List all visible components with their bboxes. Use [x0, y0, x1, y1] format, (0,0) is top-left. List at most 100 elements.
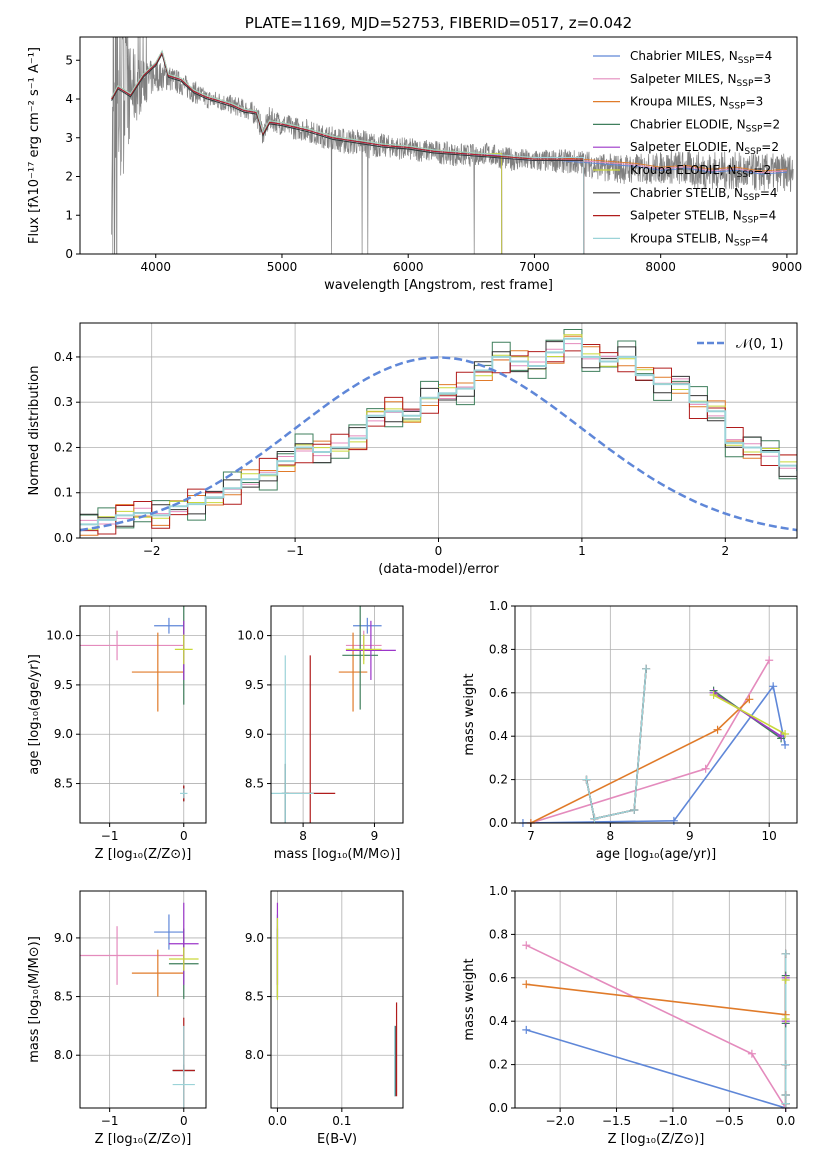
legend-sub: SSP	[744, 147, 761, 157]
legend-sub: SSP	[737, 170, 754, 180]
histogram-kroupa_elodie	[80, 334, 797, 530]
legend-suffix: =2	[753, 163, 771, 177]
x-tick-label: −1	[101, 1114, 119, 1128]
axes-frame	[270, 890, 404, 1109]
x-tick-label: 0	[180, 1114, 188, 1128]
weight-marker-kroupa_stelib	[781, 949, 790, 958]
y-tick-label: 1	[65, 208, 73, 222]
panel-age_vs_mass: 8 9 8.5 9.0 9.5 10.0 mass [log₁₀(M/M⊙)]	[237, 605, 404, 862]
y-tick-label: 0.0	[489, 1101, 508, 1115]
legend-sub: SSP	[737, 79, 754, 89]
y-tick-label: 4	[65, 92, 73, 106]
legend-suffix: =4	[759, 209, 777, 223]
y-tick-label: 10.0	[46, 629, 73, 643]
weight-marker-kroupa_stelib	[582, 775, 591, 784]
axes-frame	[79, 890, 207, 1109]
y-tick-label: 8.0	[245, 1048, 264, 1062]
y-tick-label: 0.0	[54, 531, 73, 545]
y-tick-label: 9.0	[245, 931, 264, 945]
plot-area	[80, 329, 797, 536]
x-tick-label: 2	[721, 544, 729, 558]
model-line-kroupa_stelib	[111, 49, 585, 254]
legend-text: Chabrier ELODIE, N	[630, 117, 746, 131]
plot-area	[111, 37, 794, 254]
y-tick-label: 0.8	[489, 927, 508, 941]
x-tick-label: 5000	[267, 260, 298, 274]
x-tick-label: 0.0	[776, 1114, 795, 1128]
y-tick-label: 10.0	[237, 629, 264, 643]
x-tick-label: 0	[180, 829, 188, 843]
axes-frame	[514, 890, 798, 1109]
histogram-kroupa_miles	[80, 335, 797, 536]
weight-marker-kroupa_stelib	[781, 1060, 790, 1069]
y-tick-label: 0	[65, 247, 73, 261]
y-tick-label: 8.5	[245, 990, 264, 1004]
panel-residuals: 𝒩(0, 1) −2 −1 0 1 2 0.0 0.1 0.2 0.3 0.4 (data-model…	[27, 322, 798, 577]
y-tick-label: 8.5	[54, 777, 73, 791]
weight-marker-chabrier_miles	[781, 740, 790, 749]
legend-sub: SSP	[742, 216, 759, 226]
x-tick-label: 8	[299, 829, 307, 843]
legend-label-kroupa_miles: Kroupa MILES, NSSP=3	[630, 95, 763, 112]
weight-line-chabrier_miles	[526, 1029, 786, 1108]
axes-frame	[79, 605, 207, 824]
histogram-kroupa_stelib	[80, 337, 797, 526]
x-tick-label: 9	[686, 829, 694, 843]
panel-mass_vs_z: −1 0 8.0 8.5 9.0 Z [log₁₀(Z/Z⊙)] mass [log₁₀(M…	[27, 890, 207, 1147]
histogram-chabrier_elodie	[80, 329, 797, 529]
weight-marker-kroupa_elodie	[781, 730, 790, 739]
y-axis-label: mass weight	[462, 673, 477, 755]
legend-label-gaussian: 𝒩(0, 1)	[736, 337, 783, 352]
x-tick-label: 8000	[645, 260, 676, 274]
y-tick-label: 0.8	[489, 642, 508, 656]
legend-suffix: =2	[762, 117, 780, 131]
y-tick-label: 8.5	[245, 777, 264, 791]
weight-marker-kroupa_elodie	[781, 1015, 790, 1024]
weight-marker-chabrier_miles	[769, 682, 778, 691]
y-tick-label: 8.0	[54, 1048, 73, 1062]
y-tick-label: 9.5	[245, 678, 264, 692]
x-tick-label: 8	[607, 829, 615, 843]
weight-marker-salpeter_miles	[522, 941, 531, 950]
y-tick-label: 8.5	[54, 990, 73, 1004]
weight-marker-salpeter_miles	[701, 764, 710, 773]
legend-label-chabrier_stelib: Chabrier STELIB, NSSP=4	[630, 186, 778, 203]
chart-title: PLATE=1169, MJD=52753, FIBERID=0517, z=0…	[245, 14, 632, 32]
x-tick-label: −1.0	[658, 1114, 687, 1128]
y-tick-label: 0.4	[489, 729, 508, 743]
y-tick-label: 0.4	[54, 350, 73, 364]
weight-marker-kroupa_miles	[745, 695, 754, 704]
gaussian-curve	[80, 356, 797, 532]
x-tick-label: 4000	[140, 260, 171, 274]
legend-text: Kroupa MILES, N	[630, 95, 729, 109]
legend-sub: SSP	[734, 238, 751, 248]
x-axis-label: Z [log₁₀(Z/Z⊙)]	[608, 1132, 705, 1147]
legend-text: Kroupa ELODIE, N	[630, 163, 737, 177]
weight-marker-kroupa_elodie	[781, 975, 790, 984]
histogram-salpeter_miles	[80, 343, 797, 525]
panel-weight_vs_z: −2.0 −1.5 −1.0 −0.5 0.0 0.0 0.2 0.4 0.6 0.8 1.0 Z […	[462, 884, 798, 1147]
histogram-salpeter_stelib	[80, 344, 797, 535]
panel-weight_vs_age: 7 8 9 10 0.0 0.2 0.4 0.6 0.8 1.0 age [log₁₀(age/yr…	[462, 599, 798, 862]
y-tick-label: 3	[65, 131, 73, 145]
y-tick-label: 9.0	[54, 727, 73, 741]
y-axis-label: age [log₁₀(age/yr)]	[27, 654, 42, 775]
legend-suffix: =4	[751, 231, 769, 245]
weight-marker-salpeter_miles	[765, 656, 774, 665]
weight-marker-kroupa_miles	[713, 725, 722, 734]
legend-text: Salpeter ELODIE, N	[630, 140, 744, 154]
y-tick-label: 1.0	[489, 599, 508, 613]
x-tick-label: −1.5	[602, 1114, 631, 1128]
y-tick-label: 0.2	[54, 440, 73, 454]
y-tick-label: 0.0	[489, 816, 508, 830]
legend-label-kroupa_elodie: Kroupa ELODIE, NSSP=2	[630, 163, 771, 180]
axes-frame	[79, 36, 798, 255]
legend-label-salpeter_elodie: Salpeter ELODIE, NSSP=2	[630, 140, 779, 157]
x-tick-label: 0	[435, 544, 443, 558]
x-tick-label: 9	[371, 829, 379, 843]
legend-label-salpeter_stelib: Salpeter STELIB, NSSP=4	[630, 209, 776, 226]
plot-area	[525, 944, 787, 1108]
legend-text: Salpeter MILES, N	[630, 72, 737, 86]
